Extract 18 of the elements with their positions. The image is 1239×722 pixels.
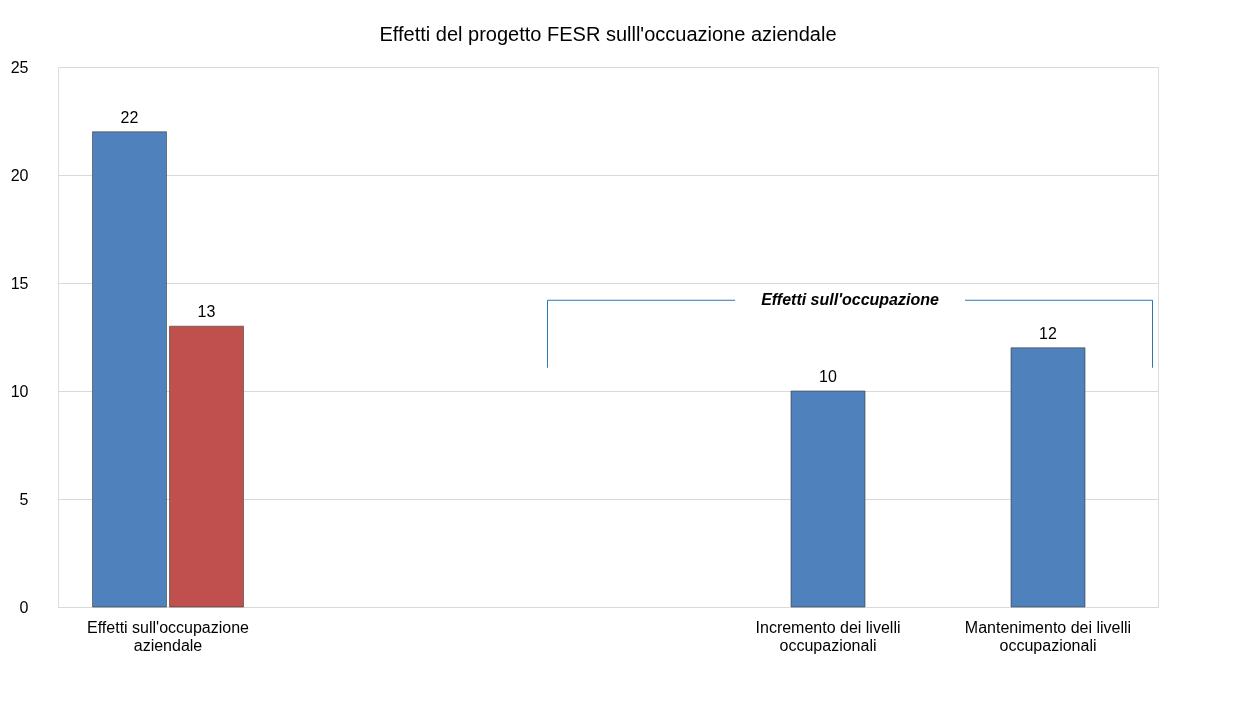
data-label: 12 bbox=[1039, 324, 1057, 342]
y-tick-label: 20 bbox=[10, 166, 29, 184]
data-label: 10 bbox=[819, 368, 837, 385]
annotation: Effetti sull'occupazione bbox=[761, 291, 939, 309]
x-tick-label: Incremento dei livelli occupazionali bbox=[755, 618, 901, 654]
bar bbox=[169, 325, 244, 608]
x-tick-label: Mantenimento dei livelli occupazionali bbox=[964, 618, 1132, 654]
bar bbox=[92, 131, 167, 608]
data-label: 22 bbox=[120, 108, 139, 126]
y-tick-label: 25 bbox=[10, 58, 29, 76]
y-tick-label: 0 bbox=[19, 598, 29, 616]
y-tick-label: 5 bbox=[19, 490, 29, 508]
y-tick-label: 15 bbox=[10, 274, 29, 292]
bar bbox=[1010, 347, 1086, 608]
chart-title: Effetti del progetto FESR sulll'occuazione aziendale bbox=[379, 23, 837, 45]
y-tick-label: 10 bbox=[10, 382, 29, 400]
x-tick-label: Effetti sull'occupazione aziendale bbox=[87, 618, 250, 654]
data-label: 13 bbox=[197, 303, 216, 321]
